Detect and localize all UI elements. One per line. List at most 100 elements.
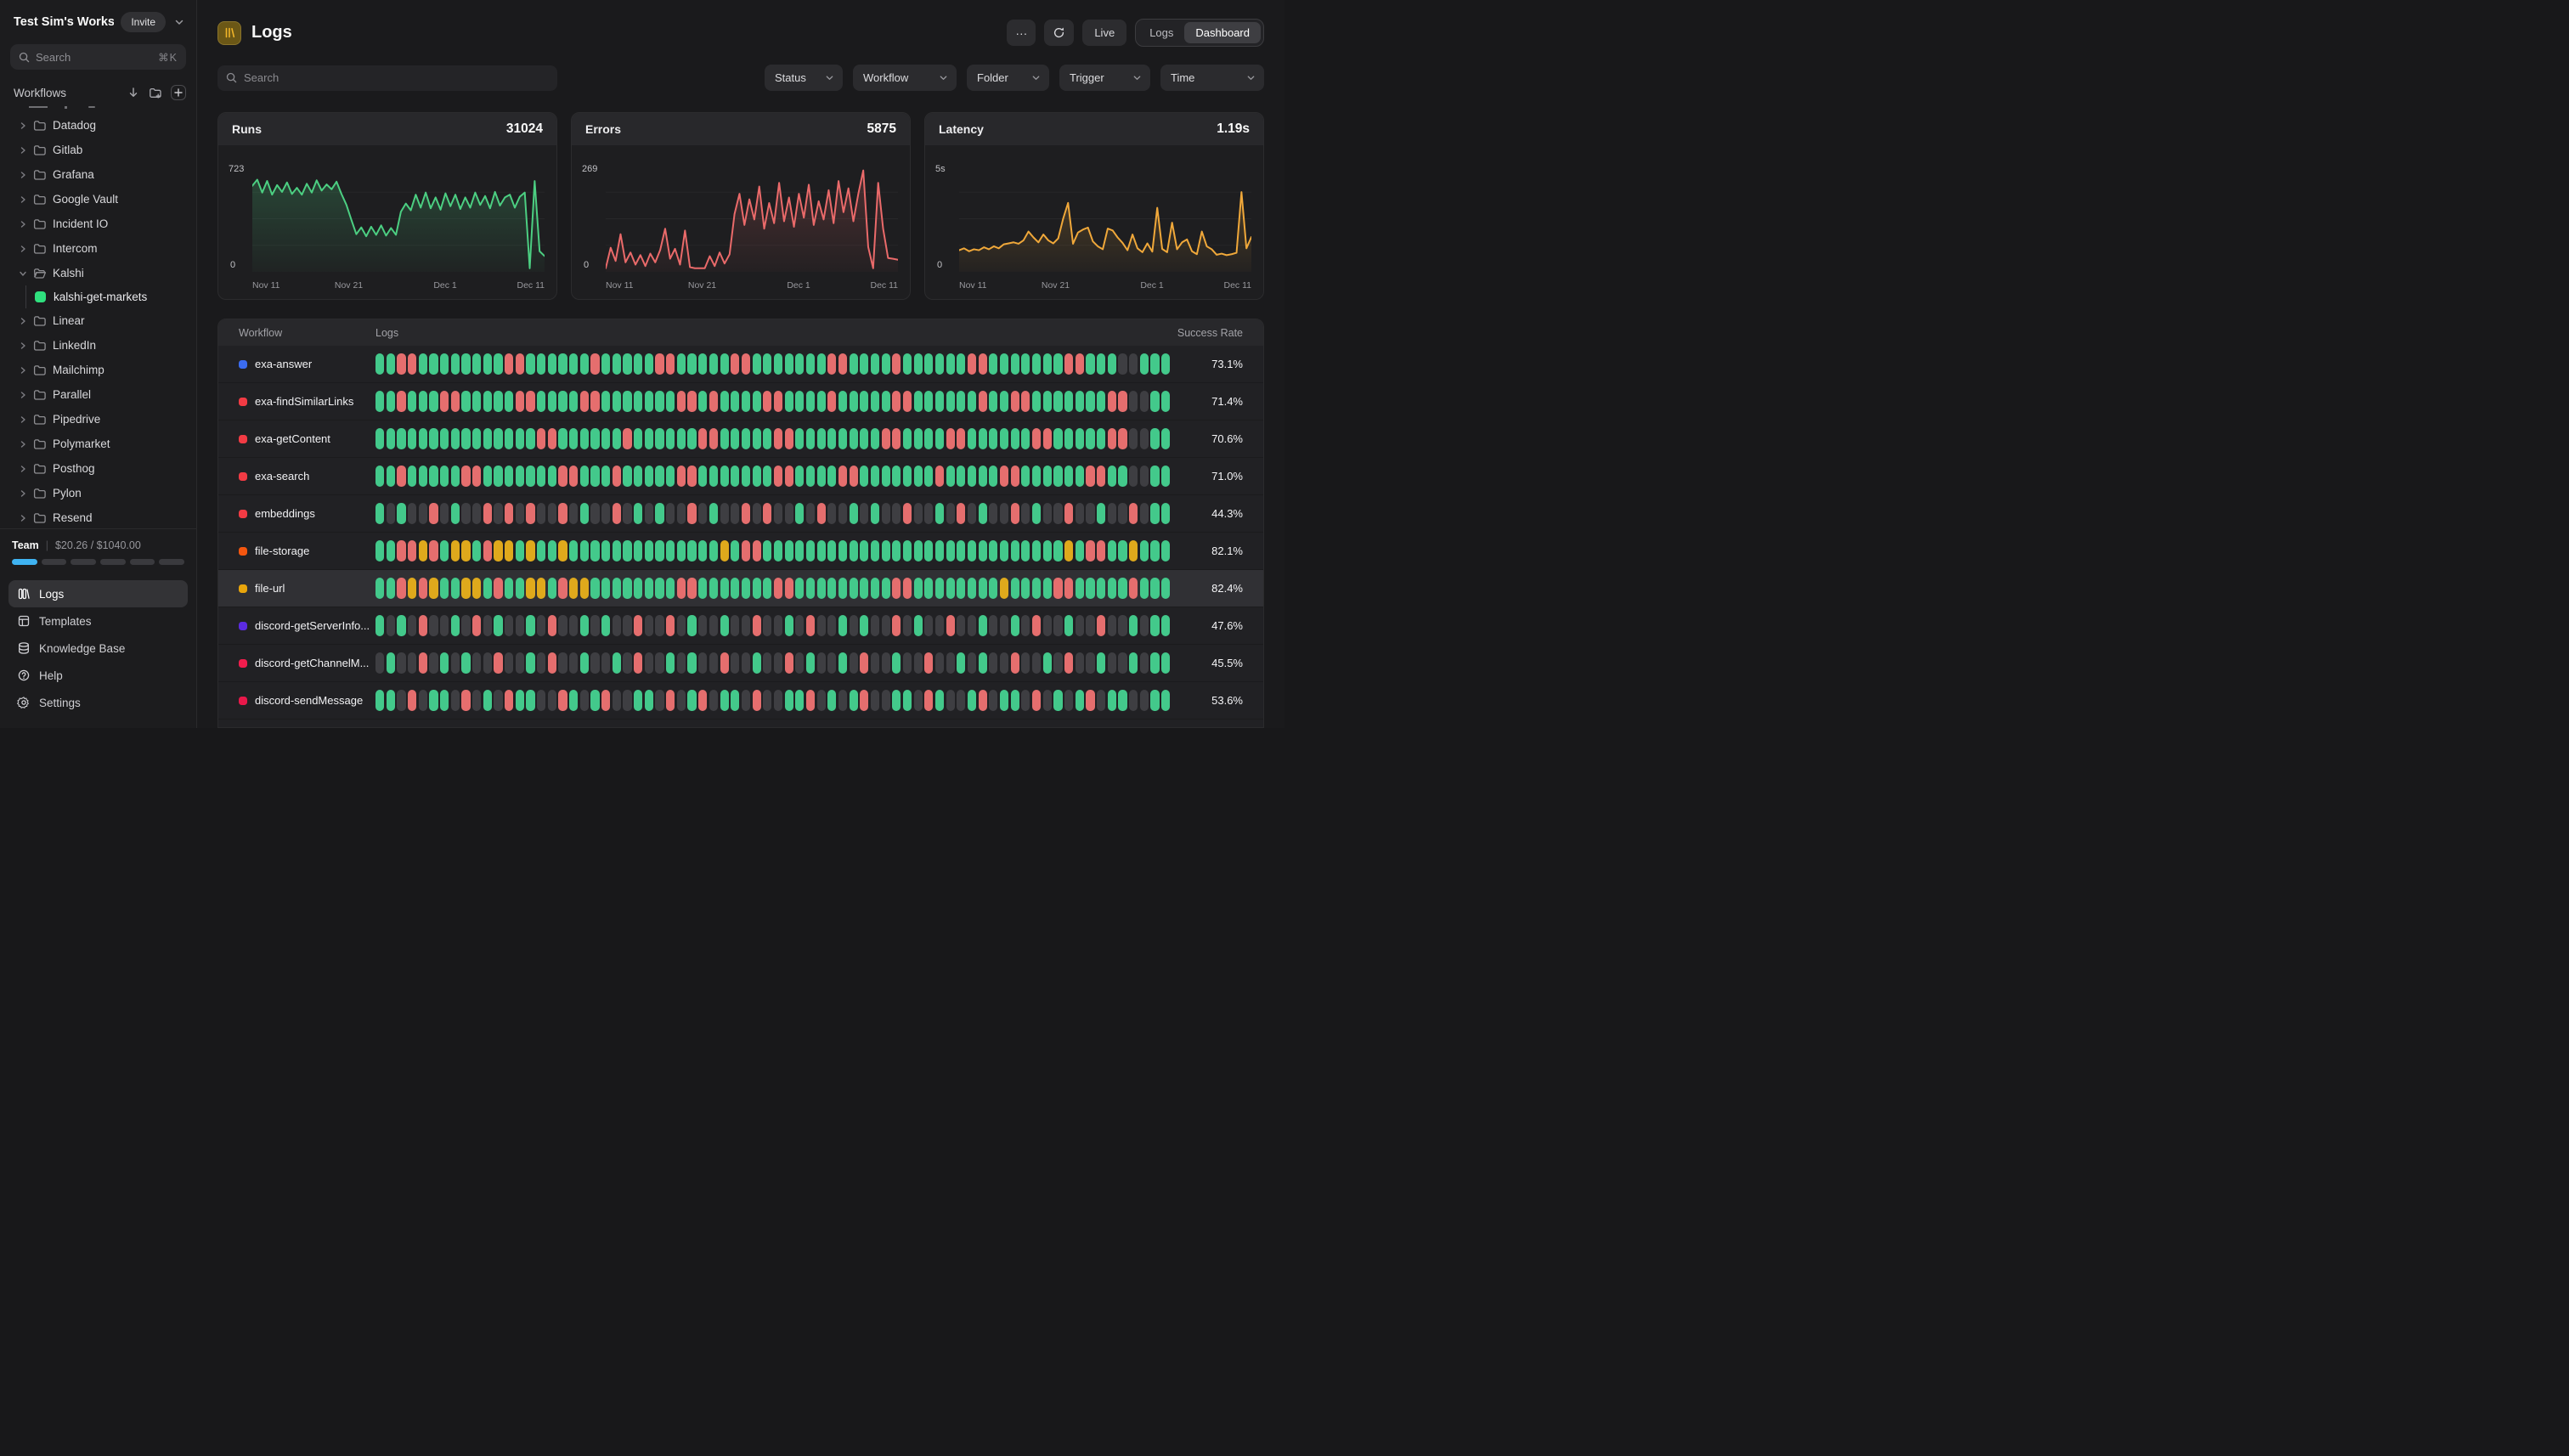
sidebar-item-settings[interactable]: Settings bbox=[8, 689, 188, 716]
log-bar bbox=[924, 391, 934, 412]
sidebar-folder-gitlab[interactable]: Gitlab bbox=[7, 138, 189, 162]
log-bar bbox=[483, 391, 492, 412]
sidebar-folder-pylon[interactable]: Pylon bbox=[7, 481, 189, 505]
logs-icon bbox=[17, 587, 31, 601]
log-bar bbox=[1010, 652, 1019, 674]
sidebar-folder-kalshi[interactable]: Kalshi bbox=[7, 261, 189, 285]
new-folder-icon[interactable] bbox=[148, 86, 163, 100]
sidebar-folder-polymarket[interactable]: Polymarket bbox=[7, 432, 189, 456]
sidebar-folder-parallel[interactable]: Parallel bbox=[7, 382, 189, 407]
filter-dropdown-folder[interactable]: Folder bbox=[967, 65, 1049, 91]
table-row-exa-answer[interactable]: exa-answer 73.1% bbox=[218, 346, 1263, 383]
log-bar bbox=[720, 503, 729, 524]
table-row-exa-getcontent[interactable]: exa-getContent 70.6% bbox=[218, 420, 1263, 458]
table-row-exa-findsimilarlinks[interactable]: exa-findSimilarLinks 71.4% bbox=[218, 383, 1263, 420]
log-bar bbox=[913, 428, 923, 449]
table-row-exa-search[interactable]: exa-search 71.0% bbox=[218, 458, 1263, 495]
log-bar bbox=[634, 353, 643, 375]
log-bar bbox=[590, 652, 600, 674]
sidebar-item-knowledge-base[interactable]: Knowledge Base bbox=[8, 635, 188, 662]
card-value: 31024 bbox=[505, 121, 543, 136]
log-bar bbox=[1031, 466, 1042, 487]
view-toggle-dashboard[interactable]: Dashboard bbox=[1184, 22, 1261, 43]
sidebar-folder-google-vault[interactable]: Google Vault bbox=[7, 187, 189, 212]
log-bar bbox=[1139, 690, 1149, 711]
log-bar bbox=[731, 690, 740, 711]
log-bar bbox=[386, 466, 395, 487]
workflows-title: Workflows bbox=[14, 86, 67, 99]
workflow-color-dot bbox=[239, 434, 247, 443]
filter-dropdown-status[interactable]: Status bbox=[765, 65, 843, 91]
log-bar bbox=[644, 652, 653, 674]
log-bar bbox=[902, 615, 912, 636]
log-bar bbox=[1086, 428, 1095, 449]
sidebar-item-help[interactable]: Help bbox=[8, 662, 188, 689]
sidebar-folder-pipedrive[interactable]: Pipedrive bbox=[7, 407, 189, 432]
invite-button[interactable]: Invite bbox=[121, 12, 166, 32]
log-bar bbox=[1064, 652, 1074, 674]
table-row-discord-sendmessage[interactable]: discord-sendMessage 53.6% bbox=[218, 682, 1263, 720]
sidebar-item-templates[interactable]: Templates bbox=[8, 607, 188, 635]
refresh-button[interactable] bbox=[1044, 20, 1075, 46]
log-bar bbox=[515, 690, 524, 711]
table-row-file-url[interactable]: file-url 82.4% bbox=[218, 570, 1263, 607]
log-bar bbox=[1064, 690, 1074, 711]
sidebar-folder-resend[interactable]: Resend bbox=[7, 505, 189, 528]
sidebar-folder-linear[interactable]: Linear bbox=[7, 308, 189, 333]
log-bar bbox=[418, 391, 427, 412]
log-bar bbox=[763, 615, 772, 636]
sort-download-icon[interactable] bbox=[127, 86, 140, 99]
log-bar bbox=[537, 428, 546, 449]
filter-dropdown-workflow[interactable]: Workflow bbox=[853, 65, 957, 91]
log-bar bbox=[655, 540, 664, 562]
sidebar-folder-datadog[interactable]: Datadog bbox=[7, 113, 189, 138]
table-row-discord-getserverinfo-[interactable]: discord-getServerInfo... 47.6% bbox=[218, 607, 1263, 645]
log-bar bbox=[676, 652, 686, 674]
filter-dropdown-trigger[interactable]: Trigger bbox=[1059, 65, 1150, 91]
log-bar bbox=[558, 690, 567, 711]
log-bar bbox=[752, 652, 761, 674]
table-row-file-storage[interactable]: file-storage 82.1% bbox=[218, 533, 1263, 570]
log-bar bbox=[1118, 540, 1127, 562]
add-workflow-button[interactable] bbox=[171, 85, 186, 100]
sidebar-folder-mailchimp[interactable]: Mailchimp bbox=[7, 358, 189, 382]
log-bar bbox=[579, 428, 589, 449]
table-row-embeddings[interactable]: embeddings 44.3% bbox=[218, 495, 1263, 533]
view-toggle-logs[interactable]: Logs bbox=[1149, 26, 1174, 39]
log-bar bbox=[429, 540, 438, 562]
log-bar bbox=[429, 615, 438, 636]
log-bar bbox=[526, 690, 535, 711]
sidebar-folder-posthog[interactable]: Posthog bbox=[7, 456, 189, 481]
live-button[interactable]: Live bbox=[1082, 20, 1127, 46]
log-bar bbox=[547, 503, 556, 524]
log-bar bbox=[881, 690, 890, 711]
logs-search-input[interactable]: Search bbox=[217, 65, 557, 91]
sidebar-search-input[interactable]: Search ⌘K bbox=[10, 44, 186, 70]
log-bar bbox=[816, 652, 826, 674]
log-bar bbox=[1086, 690, 1095, 711]
filter-dropdown-time[interactable]: Time bbox=[1160, 65, 1264, 91]
folder-label: Linear bbox=[53, 314, 85, 327]
sidebar-folder-linkedin[interactable]: LinkedIn bbox=[7, 333, 189, 358]
log-bar bbox=[440, 503, 449, 524]
log-bar bbox=[655, 353, 664, 375]
chevron-right-icon bbox=[19, 465, 27, 473]
log-bar bbox=[590, 690, 600, 711]
log-bar bbox=[386, 690, 395, 711]
log-bar bbox=[1042, 466, 1052, 487]
x-tick: Dec 11 bbox=[870, 280, 899, 291]
folder-label: Polymarket bbox=[53, 437, 110, 450]
table-row-discord-getchannelm-[interactable]: discord-getChannelM... 45.5% bbox=[218, 645, 1263, 682]
log-bar bbox=[892, 652, 901, 674]
sidebar-folder-incident-io[interactable]: Incident IO bbox=[7, 212, 189, 236]
sidebar-item-logs[interactable]: Logs bbox=[8, 580, 188, 607]
log-bar bbox=[795, 540, 805, 562]
more-options-button[interactable]: ··· bbox=[1007, 20, 1036, 46]
log-bar bbox=[579, 540, 589, 562]
log-bar bbox=[849, 428, 858, 449]
workspace-chevron-down-icon[interactable] bbox=[172, 15, 186, 29]
sidebar-folder-intercom[interactable]: Intercom bbox=[7, 236, 189, 261]
log-bar bbox=[1064, 578, 1074, 599]
sidebar-folder-grafana[interactable]: Grafana bbox=[7, 162, 189, 187]
sidebar-workflow-kalshi-get-markets[interactable]: kalshi-get-markets bbox=[7, 285, 189, 308]
